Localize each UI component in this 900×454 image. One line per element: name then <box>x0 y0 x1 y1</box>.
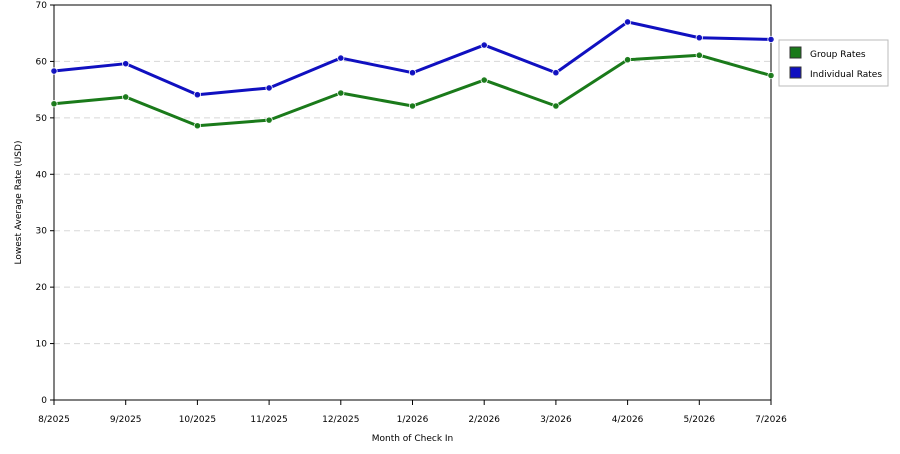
legend-label-individual-rates: Individual Rates <box>810 70 882 80</box>
data-point-group-rates <box>265 116 273 124</box>
data-point-individual-rates <box>265 84 273 92</box>
y-tick-label: 30 <box>36 227 48 237</box>
data-point-individual-rates <box>552 69 560 77</box>
data-point-group-rates <box>193 122 201 130</box>
series-line-group-rates <box>53 53 772 128</box>
x-tick-label: 11/2025 <box>250 415 287 425</box>
legend: Group Rates Individual Rates <box>778 39 889 87</box>
data-point-individual-rates <box>480 41 488 49</box>
series <box>50 18 775 130</box>
x-tick-label: 12/2025 <box>322 415 359 425</box>
data-point-individual-rates <box>767 35 775 44</box>
x-tick-label: 3/2026 <box>540 415 572 425</box>
legend-swatch-individual-rates <box>789 66 802 79</box>
x-tick-label: 4/2026 <box>612 415 644 425</box>
x-tick-label: 5/2026 <box>683 415 715 425</box>
data-point-group-rates <box>337 89 345 97</box>
data-point-individual-rates <box>695 34 703 42</box>
data-point-individual-rates <box>50 67 58 75</box>
y-tick-label: 40 <box>36 170 48 180</box>
x-tick-label: 1/2026 <box>397 415 429 425</box>
y-axis-title: Lowest Average Rate (USD) <box>14 141 24 265</box>
data-point-group-rates <box>122 93 130 101</box>
data-point-group-rates <box>767 71 775 80</box>
data-point-group-rates <box>623 56 632 64</box>
data-point-individual-rates <box>408 69 417 77</box>
legend-swatch-group-rates <box>789 46 802 59</box>
data-point-group-rates <box>50 100 58 108</box>
data-point-individual-rates <box>122 60 130 68</box>
y-tick-label: 20 <box>36 283 48 293</box>
y-tick-label: 70 <box>36 1 48 11</box>
x-tick-label: 7/2026 <box>755 415 787 425</box>
x-tick-label: 10/2025 <box>179 415 216 425</box>
x-tick-label: 9/2025 <box>110 415 142 425</box>
y-tick-label: 60 <box>36 57 48 67</box>
x-tick-label: 8/2025 <box>38 415 70 425</box>
y-tick-label: 10 <box>36 340 48 350</box>
data-point-group-rates <box>480 76 488 84</box>
y-tick-label: 50 <box>36 114 48 124</box>
data-point-individual-rates <box>623 18 632 26</box>
data-point-group-rates <box>408 102 417 110</box>
legend-label-group-rates: Group Rates <box>810 50 866 60</box>
data-point-individual-rates <box>193 91 201 99</box>
x-tick-label: 2/2026 <box>468 415 500 425</box>
data-point-group-rates <box>695 51 703 59</box>
x-axis-title: Month of Check In <box>372 434 454 444</box>
data-point-individual-rates <box>337 54 345 62</box>
axes: 0 10 20 30 40 50 60 70 8/2025 9/2025 10/2025 11/202… <box>36 1 788 425</box>
plot-frame <box>53 4 772 401</box>
data-point-group-rates <box>552 102 560 110</box>
y-tick-label: 0 <box>41 396 47 406</box>
